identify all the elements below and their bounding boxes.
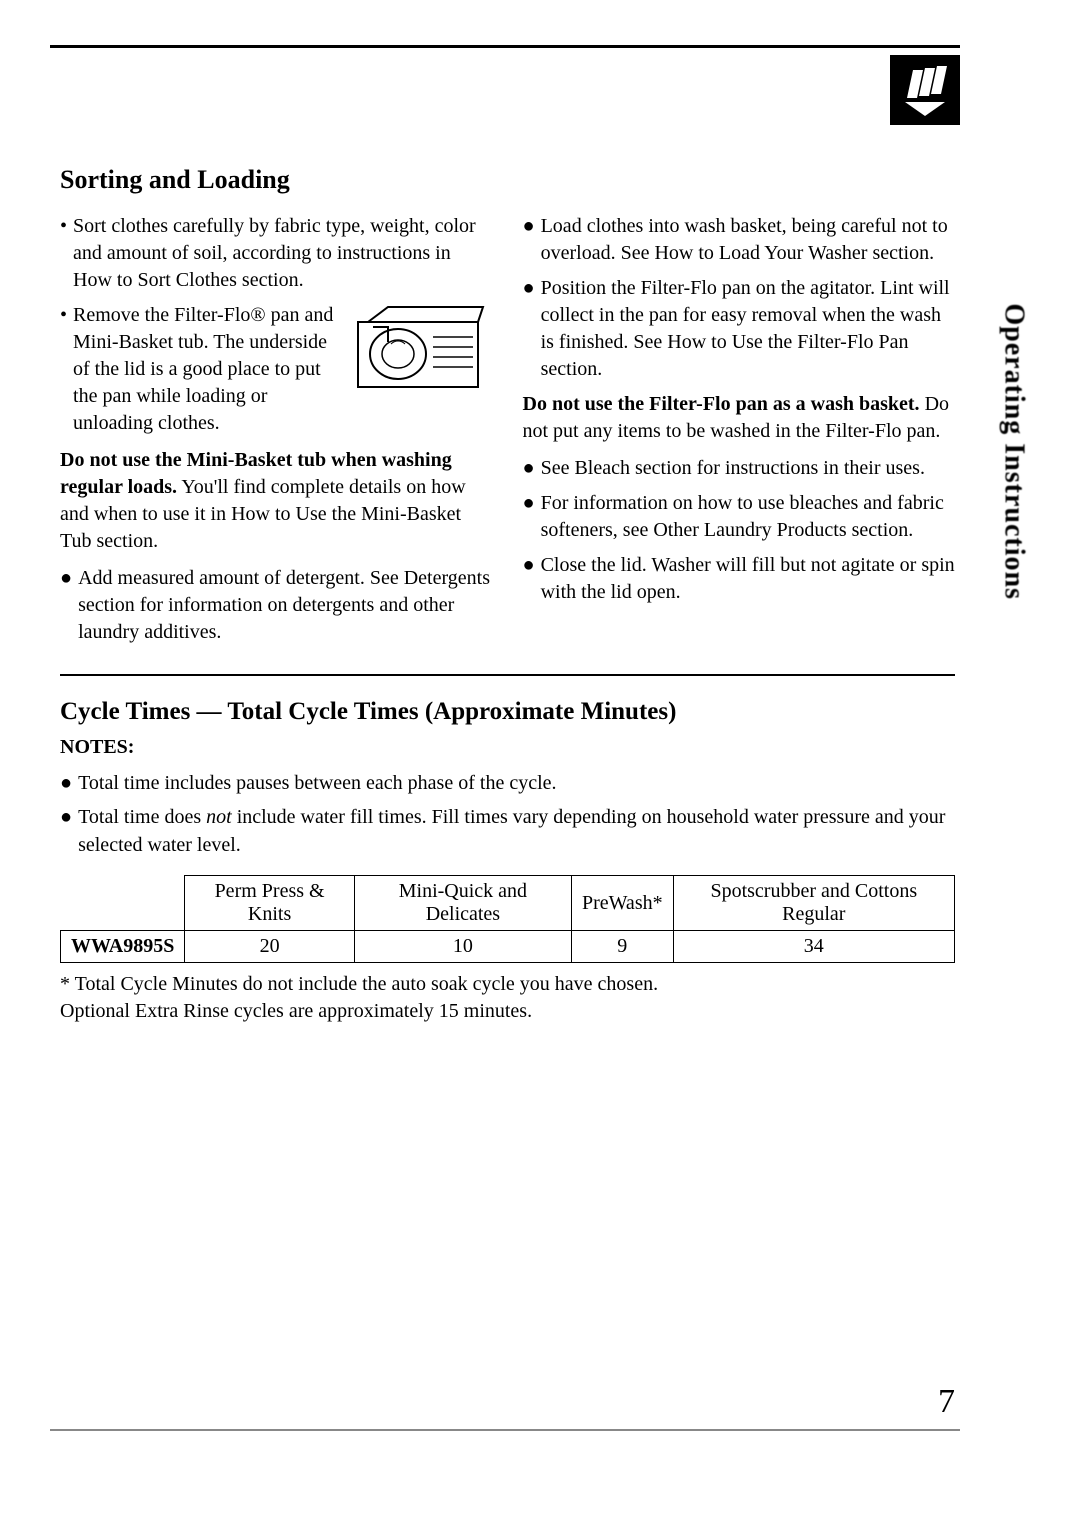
bullet-dot: ● (523, 455, 535, 482)
footnote1: * Total Cycle Minutes do not include the… (60, 971, 955, 998)
bullet-dot: • (60, 302, 67, 437)
cycle-times-table: Perm Press & Knits Mini-Quick and Delica… (60, 875, 955, 963)
val-mini-quick: 10 (354, 931, 571, 963)
softeners-text: For information on how to use bleaches a… (541, 490, 955, 544)
position-text: Position the Filter-Flo pan on the agita… (541, 275, 955, 383)
note1-text: Total time includes pauses between each … (78, 769, 556, 797)
bullet-dot: ● (60, 769, 72, 797)
table-row: WWA9895S 20 10 9 34 (61, 931, 955, 963)
sorting-title: Sorting and Loading (60, 165, 955, 195)
col-prewash: PreWash* (572, 876, 674, 931)
val-spotscrubber: 34 (673, 931, 954, 963)
top-rule (50, 45, 960, 48)
bullet-dot: ● (523, 275, 535, 383)
bullet-dot: ● (523, 213, 535, 267)
side-tab-label: Operating Instructions (998, 303, 1030, 600)
val-prewash: 9 (572, 931, 674, 963)
note2-text: Total time does not include water fill t… (78, 803, 955, 859)
section-icon (890, 55, 960, 125)
section-divider (60, 674, 955, 676)
sorting-left-column: • Sort clothes carefully by fabric type,… (60, 213, 493, 654)
col-spotscrubber: Spotscrubber and Cottons Regular (673, 876, 954, 931)
filter-flo-text: Remove the Filter-Flo® pan and Mini-Bask… (73, 302, 342, 437)
bullet-dot: ● (523, 552, 535, 606)
sorting-columns: • Sort clothes carefully by fabric type,… (60, 213, 955, 654)
washer-illustration (353, 302, 493, 397)
col-perm-press: Perm Press & Knits (185, 876, 354, 931)
page-content: Sorting and Loading • Sort clothes caref… (60, 165, 955, 1025)
notes-label: NOTES: (60, 736, 955, 759)
page-number: 7 (938, 1383, 955, 1421)
col-mini-quick: Mini-Quick and Delicates (354, 876, 571, 931)
sorting-right-column: ● Load clothes into wash basket, being c… (523, 213, 956, 654)
detergent-text: Add measured amount of detergent. See De… (78, 565, 492, 646)
bullet-dot: ● (60, 803, 72, 859)
donot-bold: Do not use the Filter-Flo pan as a wash … (523, 393, 920, 415)
bleach-text: See Bleach section for instructions in t… (541, 455, 955, 482)
bottom-rule (50, 1429, 960, 1431)
bullet-dot: ● (60, 565, 72, 646)
mini-basket-warning: Do not use the Mini-Basket tub when wash… (60, 447, 493, 555)
bullet-dot: ● (523, 490, 535, 544)
val-perm-press: 20 (185, 931, 354, 963)
donot-warning: Do not use the Filter-Flo pan as a wash … (523, 391, 956, 445)
table-footnotes: * Total Cycle Minutes do not include the… (60, 971, 955, 1025)
model-label: WWA9895S (61, 931, 185, 963)
close-lid-text: Close the lid. Washer will fill but not … (541, 552, 955, 606)
note2-ital: not (206, 806, 232, 828)
load-text: Load clothes into wash basket, being car… (541, 213, 955, 267)
cycle-times-title: Cycle Times — Total Cycle Times (Approxi… (60, 698, 955, 726)
footnote2: Optional Extra Rinse cycles are approxim… (60, 998, 955, 1025)
bullet-dot: • (60, 213, 67, 294)
note2-pre: Total time does (78, 806, 206, 828)
blank-header-cell (61, 876, 185, 931)
sort-text: Sort clothes carefully by fabric type, w… (73, 213, 492, 294)
table-header-row: Perm Press & Knits Mini-Quick and Delica… (61, 876, 955, 931)
